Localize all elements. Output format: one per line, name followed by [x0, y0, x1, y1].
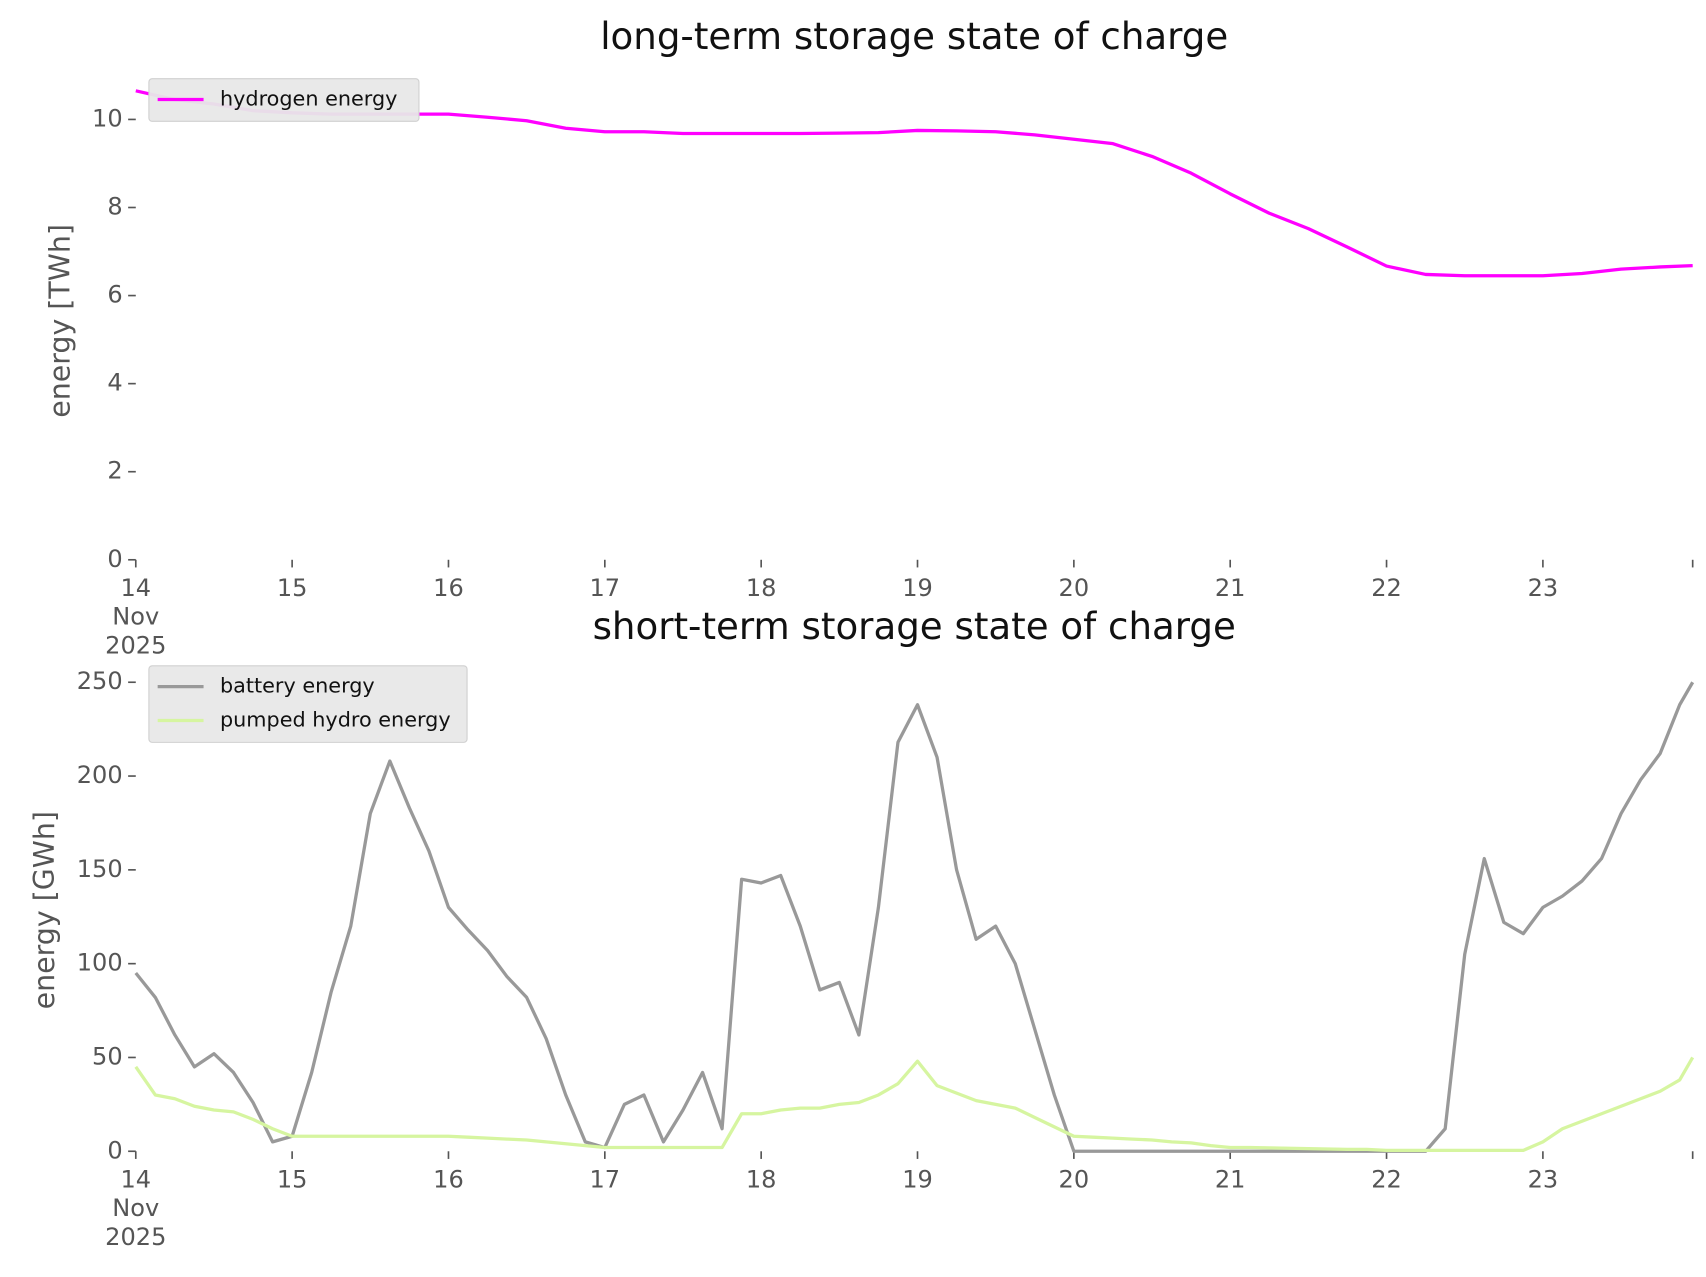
- x-tick-label: 18: [746, 574, 777, 602]
- x-tick-label: 22: [1371, 1165, 1402, 1193]
- subplot: long-term storage state of charge energy …: [43, 14, 1694, 660]
- y-tick-label: 150: [77, 855, 123, 883]
- y-tick-label: 200: [77, 761, 123, 789]
- y-tick-label: 4: [107, 369, 122, 397]
- x-tick-label: 22: [1371, 574, 1402, 602]
- x-tick-label: 14 Nov 2025: [105, 1165, 166, 1251]
- x-tick-label: 20: [1059, 574, 1090, 602]
- x-tick-label: 16: [433, 574, 464, 602]
- x-tick-label: 23: [1528, 1165, 1559, 1193]
- legend-label: pumped hydro energy: [220, 707, 451, 731]
- y-tick-label: 0: [107, 1136, 122, 1164]
- series-line: [134, 681, 1695, 1153]
- series-line: [134, 1056, 1695, 1152]
- y-axis-label: energy [GWh]: [28, 811, 61, 1009]
- legend-label: hydrogen energy: [220, 86, 397, 110]
- x-tick-label: 20: [1059, 1165, 1090, 1193]
- x-tick-label: 18: [746, 1165, 777, 1193]
- y-tick-label: 10: [92, 104, 123, 132]
- chart-title: long-term storage state of charge: [600, 14, 1228, 58]
- x-tick-label: 15: [277, 574, 308, 602]
- y-tick-label: 6: [107, 281, 122, 309]
- x-tick-label: 16: [433, 1165, 464, 1193]
- y-tick-label: 8: [107, 192, 122, 220]
- y-tick-label: 250: [77, 667, 123, 695]
- y-axis-label: energy [TWh]: [43, 224, 76, 418]
- x-tick-label: 23: [1528, 574, 1559, 602]
- x-tick-label: 17: [590, 1165, 621, 1193]
- chart-title: short-term storage state of charge: [593, 604, 1236, 648]
- x-tick-label: 19: [902, 574, 933, 602]
- x-tick-label: 21: [1215, 1165, 1246, 1193]
- x-tick-label: 21: [1215, 574, 1246, 602]
- x-tick-label: 14 Nov 2025: [105, 574, 166, 660]
- x-tick-label: 15: [277, 1165, 308, 1193]
- legend-box: [148, 78, 420, 122]
- legend-box: [148, 665, 468, 743]
- y-tick-label: 50: [92, 1042, 123, 1070]
- subplot: short-term storage state of charge energy…: [28, 604, 1695, 1251]
- y-tick-label: 0: [107, 545, 122, 573]
- x-tick-label: 19: [902, 1165, 933, 1193]
- y-tick-label: 100: [77, 949, 123, 977]
- x-tick-label: 17: [590, 574, 621, 602]
- legend-label: battery energy: [220, 674, 375, 698]
- y-tick-label: 2: [107, 457, 122, 485]
